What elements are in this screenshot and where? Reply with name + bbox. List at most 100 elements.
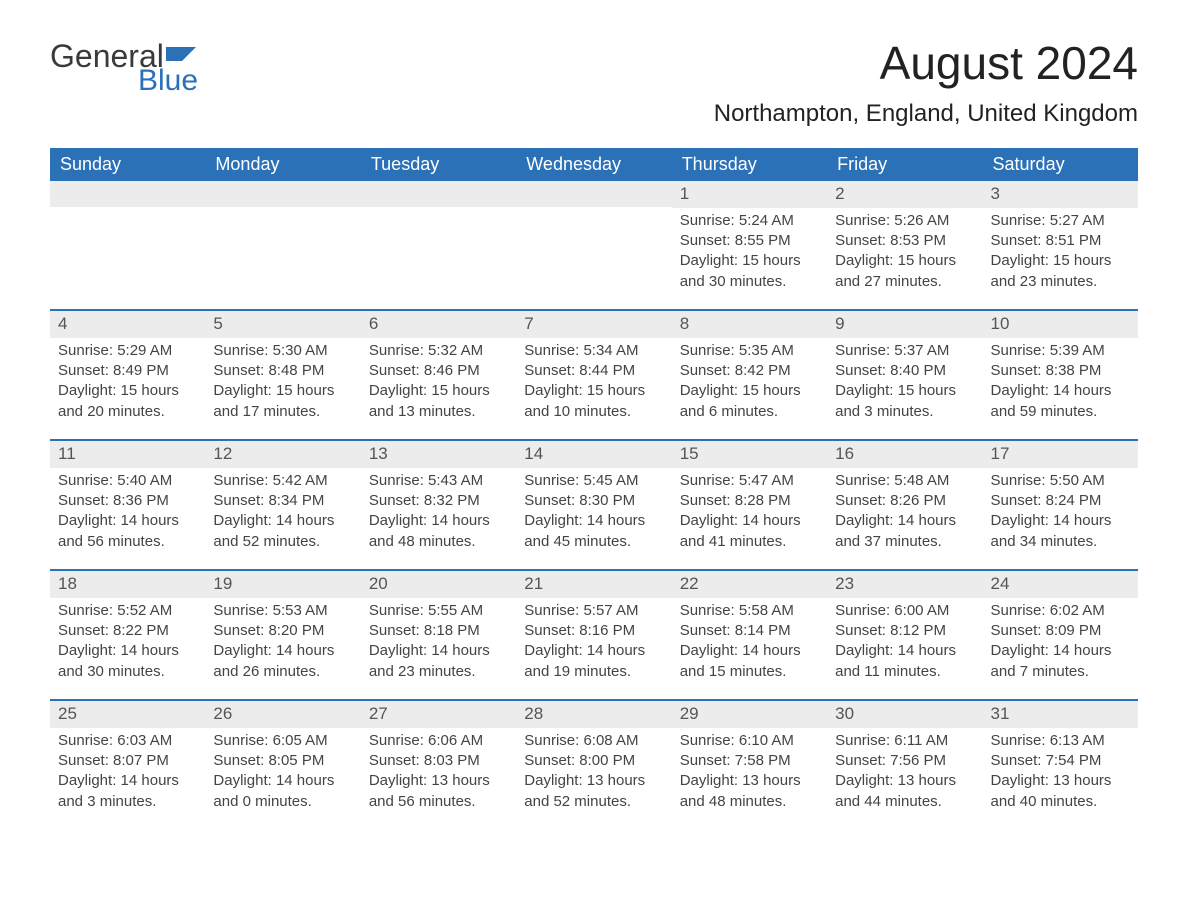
day-data: Sunrise: 6:02 AMSunset: 8:09 PMDaylight:… (983, 598, 1138, 690)
week-row: 1Sunrise: 5:24 AMSunset: 8:55 PMDaylight… (50, 181, 1138, 309)
daylight-text: Daylight: 14 hours and 23 minutes. (369, 641, 508, 682)
daylight-text: Daylight: 15 hours and 10 minutes. (524, 381, 663, 422)
sunrise-text: Sunrise: 6:03 AM (58, 731, 197, 751)
day-data: Sunrise: 5:52 AMSunset: 8:22 PMDaylight:… (50, 598, 205, 690)
daylight-text: Daylight: 14 hours and 41 minutes. (680, 511, 819, 552)
sunrise-text: Sunrise: 5:43 AM (369, 471, 508, 491)
sunrise-text: Sunrise: 5:48 AM (835, 471, 974, 491)
day-number: 31 (983, 701, 1138, 728)
sunset-text: Sunset: 8:26 PM (835, 491, 974, 511)
day-number: 30 (827, 701, 982, 728)
sunrise-text: Sunrise: 5:50 AM (991, 471, 1130, 491)
sunrise-text: Sunrise: 5:34 AM (524, 341, 663, 361)
sunset-text: Sunset: 8:05 PM (213, 751, 352, 771)
day-header-cell: Friday (827, 148, 982, 181)
calendar-cell: 15Sunrise: 5:47 AMSunset: 8:28 PMDayligh… (672, 441, 827, 569)
sunset-text: Sunset: 8:16 PM (524, 621, 663, 641)
day-number: 11 (50, 441, 205, 468)
daylight-text: Daylight: 14 hours and 30 minutes. (58, 641, 197, 682)
logo: General Blue (50, 40, 198, 96)
day-number: 1 (672, 181, 827, 208)
sunrise-text: Sunrise: 5:39 AM (991, 341, 1130, 361)
sunrise-text: Sunrise: 5:37 AM (835, 341, 974, 361)
day-data: Sunrise: 5:55 AMSunset: 8:18 PMDaylight:… (361, 598, 516, 690)
day-data: Sunrise: 5:47 AMSunset: 8:28 PMDaylight:… (672, 468, 827, 560)
logo-text-blue: Blue (138, 66, 198, 96)
daylight-text: Daylight: 14 hours and 52 minutes. (213, 511, 352, 552)
day-number: 7 (516, 311, 671, 338)
daylight-text: Daylight: 15 hours and 23 minutes. (991, 251, 1130, 292)
sunset-text: Sunset: 8:49 PM (58, 361, 197, 381)
sunset-text: Sunset: 8:12 PM (835, 621, 974, 641)
sunrise-text: Sunrise: 6:11 AM (835, 731, 974, 751)
day-data: Sunrise: 5:48 AMSunset: 8:26 PMDaylight:… (827, 468, 982, 560)
sunset-text: Sunset: 8:51 PM (991, 231, 1130, 251)
day-data: Sunrise: 6:05 AMSunset: 8:05 PMDaylight:… (205, 728, 360, 820)
daylight-text: Daylight: 14 hours and 37 minutes. (835, 511, 974, 552)
day-data: Sunrise: 5:26 AMSunset: 8:53 PMDaylight:… (827, 208, 982, 300)
calendar-cell: 11Sunrise: 5:40 AMSunset: 8:36 PMDayligh… (50, 441, 205, 569)
sunset-text: Sunset: 8:20 PM (213, 621, 352, 641)
sunset-text: Sunset: 8:46 PM (369, 361, 508, 381)
week-row: 18Sunrise: 5:52 AMSunset: 8:22 PMDayligh… (50, 569, 1138, 699)
day-data: Sunrise: 6:06 AMSunset: 8:03 PMDaylight:… (361, 728, 516, 820)
sunset-text: Sunset: 8:36 PM (58, 491, 197, 511)
empty-daynum-bar (516, 181, 671, 207)
calendar-cell: 12Sunrise: 5:42 AMSunset: 8:34 PMDayligh… (205, 441, 360, 569)
day-data: Sunrise: 5:34 AMSunset: 8:44 PMDaylight:… (516, 338, 671, 430)
day-number: 18 (50, 571, 205, 598)
day-number: 3 (983, 181, 1138, 208)
daylight-text: Daylight: 14 hours and 48 minutes. (369, 511, 508, 552)
day-number: 26 (205, 701, 360, 728)
daylight-text: Daylight: 13 hours and 52 minutes. (524, 771, 663, 812)
day-header-cell: Sunday (50, 148, 205, 181)
calendar-cell: 10Sunrise: 5:39 AMSunset: 8:38 PMDayligh… (983, 311, 1138, 439)
calendar-cell: 5Sunrise: 5:30 AMSunset: 8:48 PMDaylight… (205, 311, 360, 439)
calendar-cell: 27Sunrise: 6:06 AMSunset: 8:03 PMDayligh… (361, 701, 516, 829)
calendar-cell (516, 181, 671, 309)
calendar-cell: 3 Sunrise: 5:27 AMSunset: 8:51 PMDaylight… (983, 181, 1138, 309)
calendar-cell: 23Sunrise: 6:00 AMSunset: 8:12 PMDayligh… (827, 571, 982, 699)
day-number: 24 (983, 571, 1138, 598)
calendar-cell: 25Sunrise: 6:03 AMSunset: 8:07 PMDayligh… (50, 701, 205, 829)
day-data: Sunrise: 5:53 AMSunset: 8:20 PMDaylight:… (205, 598, 360, 690)
calendar-cell: 30Sunrise: 6:11 AMSunset: 7:56 PMDayligh… (827, 701, 982, 829)
day-number: 13 (361, 441, 516, 468)
sunrise-text: Sunrise: 5:26 AM (835, 211, 974, 231)
sunset-text: Sunset: 8:44 PM (524, 361, 663, 381)
sunset-text: Sunset: 7:58 PM (680, 751, 819, 771)
sunrise-text: Sunrise: 5:52 AM (58, 601, 197, 621)
title-block: August 2024 Northampton, England, United… (714, 40, 1138, 128)
calendar-cell: 21 Sunrise: 5:57 AMSunset: 8:16 PMDayligh… (516, 571, 671, 699)
calendar-cell: 31Sunrise: 6:13 AMSunset: 7:54 PMDayligh… (983, 701, 1138, 829)
day-number: 25 (50, 701, 205, 728)
calendar-cell: 7Sunrise: 5:34 AMSunset: 8:44 PMDaylight… (516, 311, 671, 439)
sunrise-text: Sunrise: 5:57 AM (524, 601, 663, 621)
day-number: 16 (827, 441, 982, 468)
sunset-text: Sunset: 7:56 PM (835, 751, 974, 771)
daylight-text: Daylight: 13 hours and 56 minutes. (369, 771, 508, 812)
day-data: Sunrise: 5:45 AMSunset: 8:30 PMDaylight:… (516, 468, 671, 560)
sunset-text: Sunset: 8:22 PM (58, 621, 197, 641)
week-row: 4Sunrise: 5:29 AMSunset: 8:49 PMDaylight… (50, 309, 1138, 439)
week-row: 25Sunrise: 6:03 AMSunset: 8:07 PMDayligh… (50, 699, 1138, 829)
sunrise-text: Sunrise: 6:00 AM (835, 601, 974, 621)
calendar-cell: 14Sunrise: 5:45 AMSunset: 8:30 PMDayligh… (516, 441, 671, 569)
day-data: Sunrise: 6:03 AMSunset: 8:07 PMDaylight:… (50, 728, 205, 820)
sunset-text: Sunset: 8:09 PM (991, 621, 1130, 641)
day-data: Sunrise: 5:37 AMSunset: 8:40 PMDaylight:… (827, 338, 982, 430)
daylight-text: Daylight: 15 hours and 3 minutes. (835, 381, 974, 422)
sunrise-text: Sunrise: 5:27 AM (991, 211, 1130, 231)
day-data: Sunrise: 5:58 AMSunset: 8:14 PMDaylight:… (672, 598, 827, 690)
day-header-row: SundayMondayTuesdayWednesdayThursdayFrid… (50, 148, 1138, 181)
day-number: 27 (361, 701, 516, 728)
sunrise-text: Sunrise: 5:58 AM (680, 601, 819, 621)
calendar-cell: 28Sunrise: 6:08 AMSunset: 8:00 PMDayligh… (516, 701, 671, 829)
day-number: 21 (516, 571, 671, 598)
daylight-text: Daylight: 14 hours and 19 minutes. (524, 641, 663, 682)
day-number: 28 (516, 701, 671, 728)
sunrise-text: Sunrise: 6:02 AM (991, 601, 1130, 621)
sunset-text: Sunset: 8:53 PM (835, 231, 974, 251)
calendar-cell: 9Sunrise: 5:37 AMSunset: 8:40 PMDaylight… (827, 311, 982, 439)
day-number: 10 (983, 311, 1138, 338)
